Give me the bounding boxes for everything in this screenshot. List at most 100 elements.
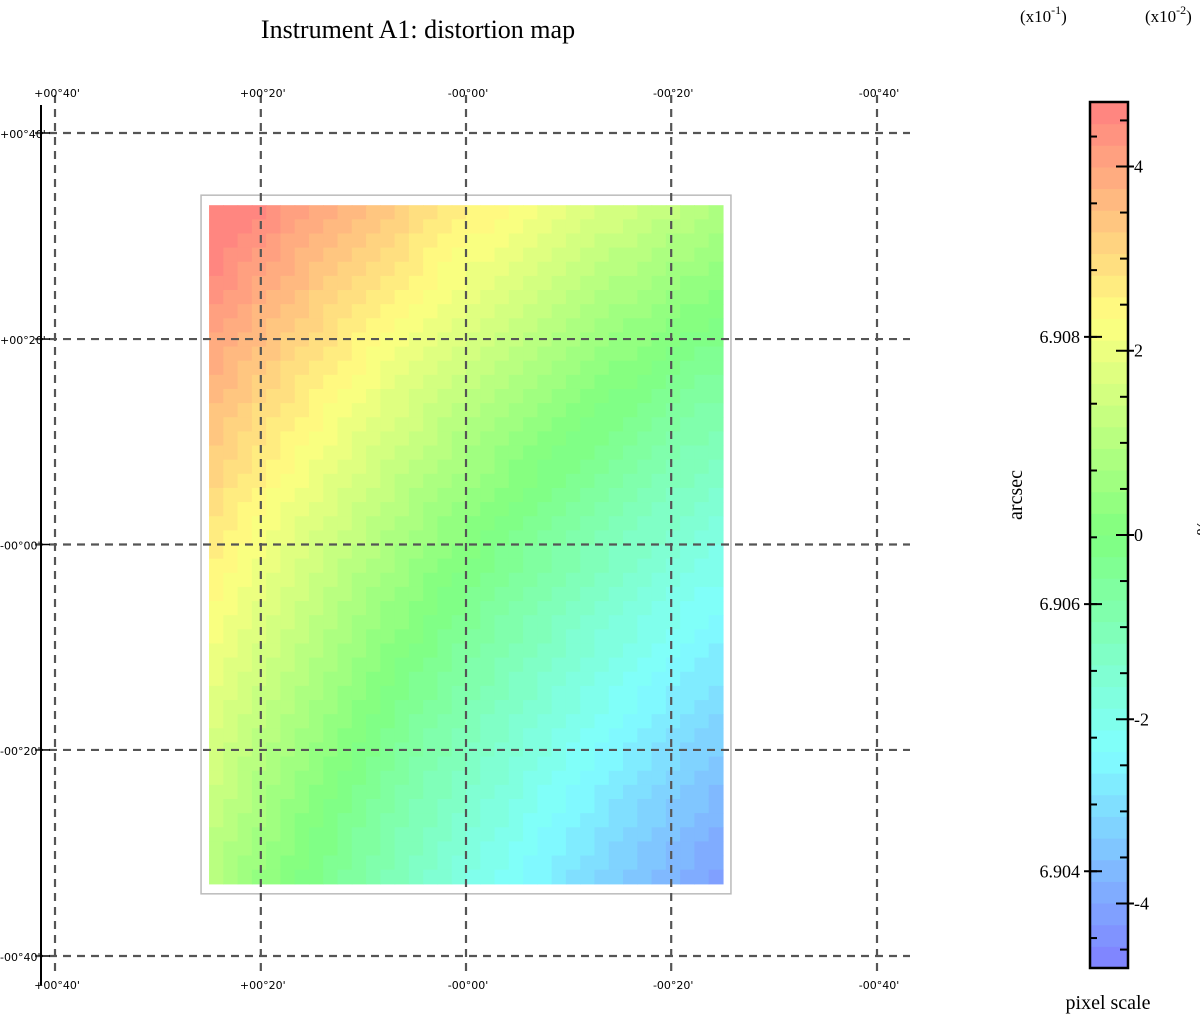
map-cell	[508, 290, 524, 305]
map-cell	[623, 304, 638, 319]
map-cell	[394, 827, 410, 843]
map-cell	[523, 473, 538, 489]
map-cell	[223, 714, 239, 729]
map-cell	[594, 290, 610, 305]
map-cell	[380, 855, 396, 871]
map-cell	[594, 714, 610, 729]
map-cell	[537, 643, 553, 659]
map-cell	[551, 671, 567, 687]
map-cell	[580, 586, 596, 602]
map-cell	[694, 728, 710, 744]
map-cell	[337, 544, 353, 560]
map-cell	[680, 784, 696, 800]
map-cell	[594, 657, 610, 673]
map-cell	[651, 374, 667, 390]
map-cell	[623, 798, 638, 814]
map-cell	[551, 728, 567, 744]
map-cell	[408, 714, 424, 729]
map-cell	[594, 431, 610, 447]
map-cell	[608, 784, 624, 800]
map-cell	[480, 417, 496, 432]
map-cell	[680, 233, 696, 249]
map-cell	[551, 601, 567, 616]
map-cell	[380, 431, 396, 447]
map-cell	[237, 304, 253, 319]
map-cell	[423, 431, 439, 447]
map-cell	[209, 473, 224, 489]
map-cell	[280, 530, 296, 546]
map-cell	[366, 558, 381, 574]
map-cell	[694, 714, 710, 729]
map-cell	[665, 445, 681, 461]
map-cell	[380, 290, 396, 305]
map-cell	[608, 544, 624, 560]
map-cell	[351, 827, 367, 843]
map-cell	[494, 728, 510, 744]
map-cell	[423, 304, 439, 319]
map-cell	[665, 671, 681, 687]
colorbar-segment	[1090, 426, 1128, 449]
map-cell	[337, 572, 353, 588]
colorbar-right-tick-label: 2	[1134, 341, 1143, 361]
map-cell	[623, 502, 638, 517]
map-cell	[637, 544, 653, 560]
map-cell	[294, 487, 310, 503]
map-cell	[237, 629, 253, 645]
map-cell	[565, 841, 581, 857]
map-cell	[494, 770, 510, 786]
map-cell	[580, 700, 596, 715]
map-cell	[523, 304, 538, 319]
map-cell	[608, 685, 624, 701]
colorbar-segment	[1090, 535, 1128, 558]
map-cell	[451, 671, 467, 687]
map-cell	[408, 685, 424, 701]
map-cell	[694, 290, 710, 305]
map-cell	[523, 855, 538, 871]
colorbar-segment	[1090, 816, 1128, 839]
map-cell	[665, 601, 681, 616]
chart-title: Instrument A1: distortion map	[261, 15, 575, 44]
map-cell	[594, 586, 610, 602]
map-cell	[494, 714, 510, 729]
map-cell	[237, 798, 253, 814]
map-cell	[537, 657, 553, 673]
map-cell	[565, 572, 581, 588]
map-cell	[637, 685, 653, 701]
map-cell	[380, 544, 396, 560]
map-cell	[280, 459, 296, 475]
map-cell	[408, 374, 424, 390]
map-cell	[394, 233, 410, 249]
map-cell	[408, 516, 424, 531]
map-cell	[294, 869, 310, 885]
map-cell	[580, 629, 596, 645]
map-cell	[323, 516, 339, 531]
map-cell	[551, 445, 567, 461]
map-cell	[351, 756, 367, 772]
map-cell	[423, 360, 439, 376]
map-cell	[466, 671, 481, 687]
map-cell	[451, 304, 467, 319]
map-cell	[394, 728, 410, 744]
map-cell	[251, 417, 267, 432]
map-cell	[451, 530, 467, 546]
map-cell	[394, 770, 410, 786]
map-cell	[637, 502, 653, 517]
map-cell	[251, 827, 267, 843]
map-cell	[223, 459, 239, 475]
map-cell	[294, 586, 310, 602]
map-cell	[565, 586, 581, 602]
map-cell	[266, 473, 282, 489]
map-cell	[480, 685, 496, 701]
map-cell	[708, 275, 724, 291]
map-cell	[323, 671, 339, 687]
map-cell	[366, 685, 381, 701]
map-cell	[537, 502, 553, 517]
map-cell	[608, 516, 624, 531]
map-cell	[537, 219, 553, 235]
map-cell	[380, 247, 396, 263]
map-cell	[608, 360, 624, 376]
map-cell	[351, 586, 367, 602]
map-cell	[209, 615, 224, 630]
map-cell	[266, 629, 282, 645]
map-cell	[223, 700, 239, 715]
